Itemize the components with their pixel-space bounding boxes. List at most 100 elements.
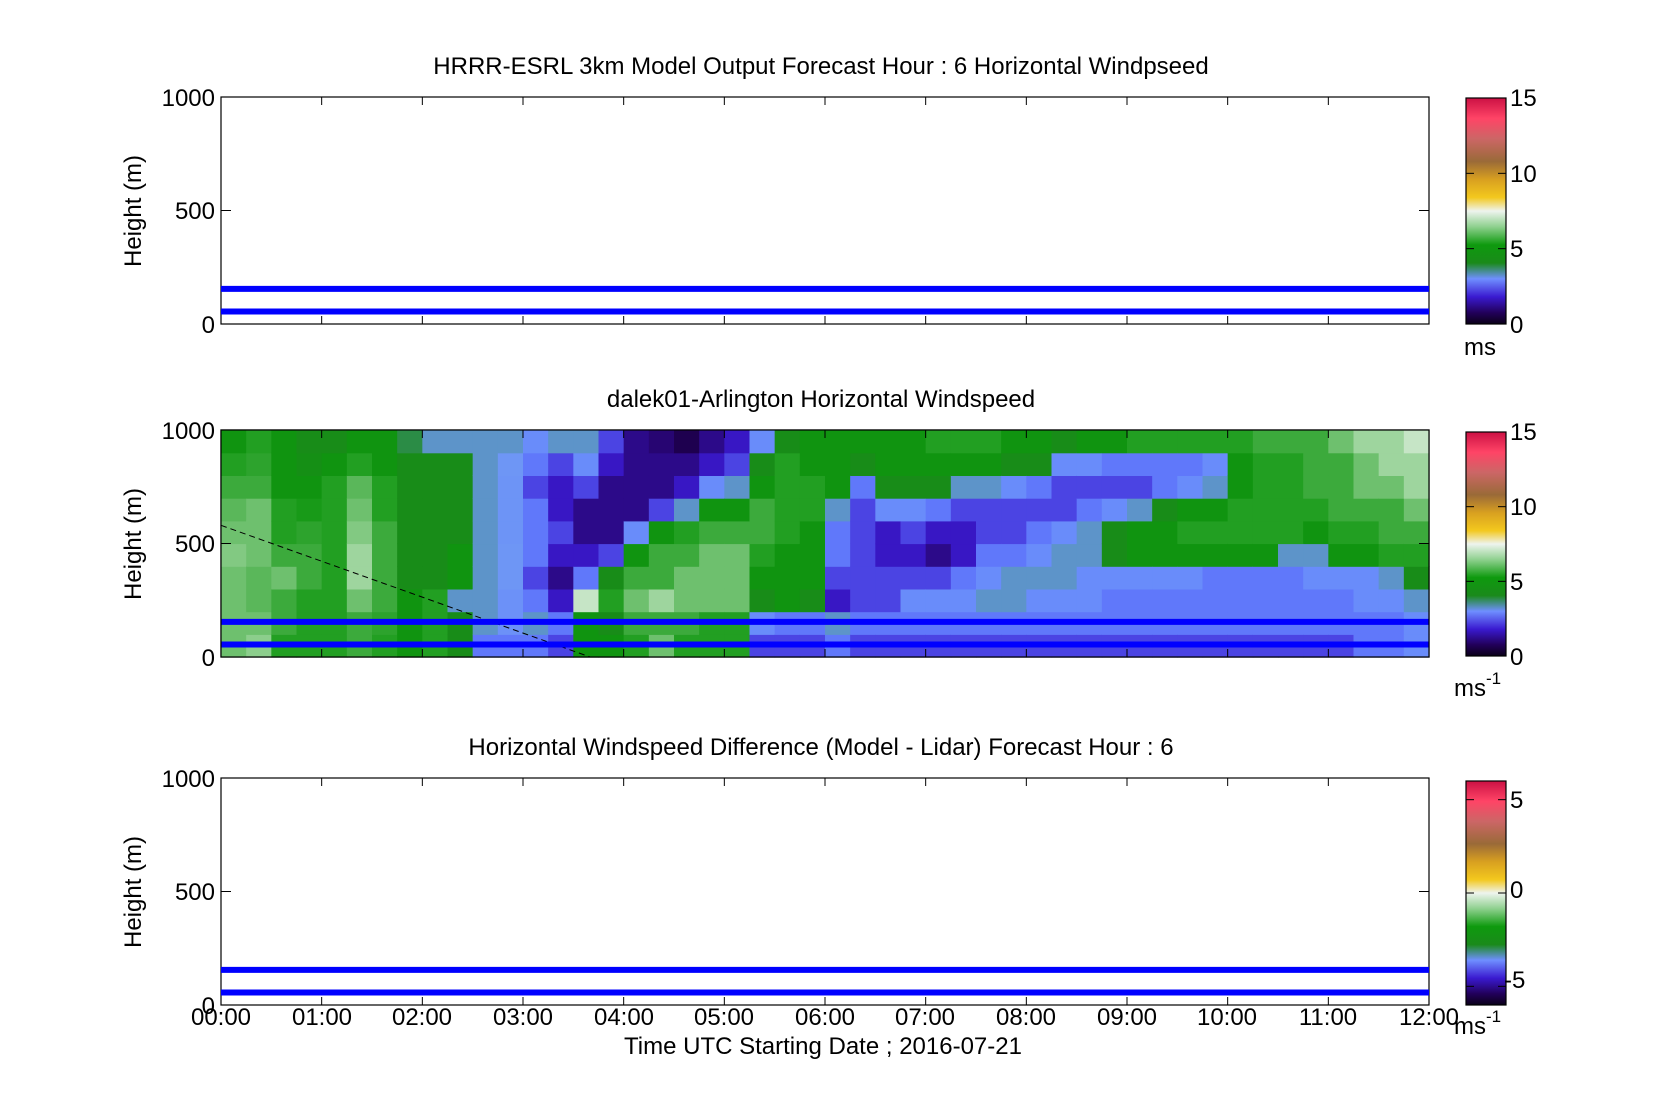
heatmap-cell [1202,520,1229,545]
heatmap-cell [1001,475,1027,499]
heatmap-cell [422,520,449,545]
heatmap-cell [825,475,851,499]
heatmap-cell [246,498,272,522]
colorbar [1465,431,1507,657]
heatmap-cell [674,566,700,590]
heatmap-cell [749,543,776,567]
heatmap-cell [346,475,373,499]
heatmap-cell [1152,543,1178,567]
reference-lines [221,618,1429,648]
heatmap-cell [1177,520,1204,545]
y-tick-label: 1000 [162,85,215,112]
colorbar-tick-label: 0 [1510,312,1523,339]
colorbar-unit: ms-1 [1454,1007,1501,1040]
heatmap-cell [1177,543,1204,567]
heatmap-cell [1051,430,1078,454]
heatmap-cell [648,430,675,454]
heatmap-cell [950,543,977,567]
heatmap-cell [1278,588,1304,613]
heatmap-cell [221,430,247,454]
heatmap-cell [1127,475,1153,499]
heatmap-cell [1101,475,1128,499]
heatmap-cell [346,543,373,567]
heatmap-cell [925,543,952,567]
heatmap-cell [724,588,751,613]
heatmap-cell [825,588,851,613]
x-axis-label: Time UTC Starting Date ; 2016-07-21 [624,1033,1022,1060]
colorbar-tick-label: 0 [1510,644,1523,671]
heatmap-cell [925,430,952,454]
heatmap-cell [950,498,977,522]
y-tick-label: 500 [175,198,215,225]
x-tick-labels: 00:00 01:00 02:00 03:00 04:00 05:00 06:0… [191,1004,1459,1031]
heatmap-cell [397,520,423,545]
panel-difference: Horizontal Windspeed Difference (Model -… [120,734,1525,1060]
heatmap-cell [1403,588,1430,613]
heatmap-cell [296,475,323,499]
heatmap-cell [397,588,423,613]
x-tick-label: 09:00 [1097,1004,1157,1031]
heatmap-cell [296,430,323,454]
heatmap-cell [1378,588,1405,613]
heatmap-cell [799,498,826,522]
heatmap-cell [472,520,499,545]
heatmap-cell [372,498,398,522]
heatmap-cell [1127,588,1153,613]
heatmap-cell [573,430,600,454]
heatmap-cell [497,566,524,590]
heatmap-cell [598,452,625,476]
heatmap-cell [1026,566,1053,590]
heatmap-cell [799,566,826,590]
y-axis-label: Height (m) [120,155,147,267]
heatmap-cell [497,588,524,613]
heatmap-cell [548,588,574,613]
heatmap-cell [573,588,600,613]
heatmap-cell [1051,452,1078,476]
x-tick-label: 08:00 [996,1004,1056,1031]
heatmap-cell [1152,520,1178,545]
heatmap-cell [1227,475,1254,499]
x-tick-label: 01:00 [292,1004,352,1031]
heatmap-cell [1026,430,1053,454]
heatmap-cell [1403,498,1430,522]
heatmap-cell [875,498,902,522]
heatmap-cell [1202,566,1229,590]
heatmap-cell [422,430,449,454]
heatmap-cell [699,520,725,545]
heatmap-cell [1227,588,1254,613]
heatmap-cell [749,430,776,454]
heatmap-cell [346,430,373,454]
heatmap-cell [1353,475,1380,499]
heatmap-cell [1177,588,1204,613]
x-tick-label: 06:00 [795,1004,855,1031]
heatmap-cell [950,430,977,454]
heatmap-cell [221,566,247,590]
heatmap-cell [346,452,373,476]
heatmap-cell [724,498,751,522]
heatmap-cell [1026,452,1053,476]
heatmap-cell [1278,498,1304,522]
heatmap-cell [774,520,801,545]
heatmap-cell [321,520,348,545]
heatmap-cell [799,543,826,567]
colorbar [1465,97,1507,325]
heatmap-cell [548,452,574,476]
heatmap-cell [825,498,851,522]
heatmap-cell [422,498,449,522]
heatmap-cell [875,430,902,454]
heatmap-cell [976,520,1002,545]
heatmap-cell [523,543,549,567]
heatmap-cell [1353,430,1380,454]
heatmap-cell [749,520,776,545]
x-ticks [220,429,1430,658]
heatmap-cell [372,475,398,499]
heatmap-cell [1328,543,1355,567]
x-tick-label: 02:00 [392,1004,452,1031]
heatmap-cell [1101,520,1128,545]
heatmap-cell [749,475,776,499]
heatmap-cell [976,452,1002,476]
heatmap-cell [1076,498,1103,522]
heatmap-cell [1001,543,1027,567]
heatmap-cell [598,520,625,545]
heatmap-cell [699,475,725,499]
